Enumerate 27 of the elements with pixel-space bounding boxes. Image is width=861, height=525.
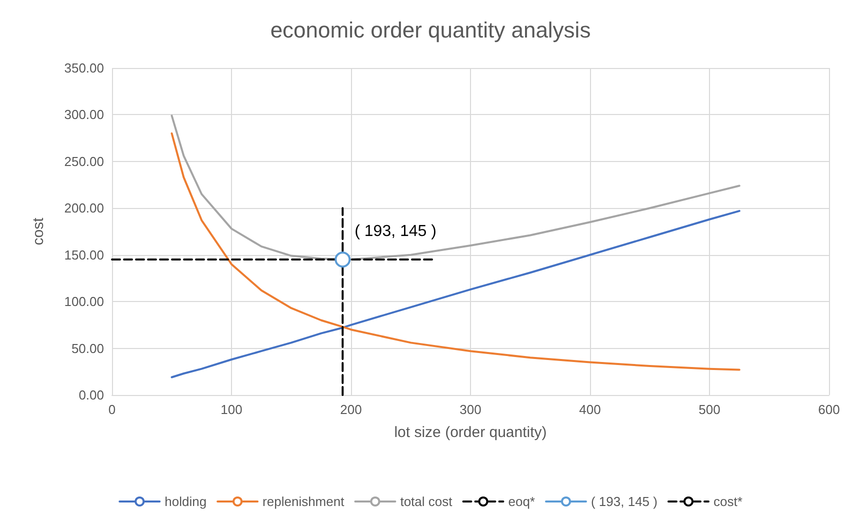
- legend-label: eoq*: [508, 494, 535, 509]
- x-tick-label: 600: [818, 402, 840, 417]
- y-tick-label: 0.00: [78, 388, 104, 402]
- y-axis-title: cost: [30, 216, 47, 246]
- legend-label: holding: [164, 494, 207, 509]
- line-series: [170, 210, 740, 378]
- y-tick-label: 300.00: [64, 107, 104, 122]
- x-tick-label: 0: [108, 402, 116, 417]
- x-tick-label: 500: [698, 402, 720, 417]
- chart-title: economic order quantity analysis: [270, 18, 591, 42]
- line-series: [170, 132, 740, 371]
- legend-label: ( 193, 145 ): [590, 494, 658, 509]
- y-tick-label: 100.00: [64, 294, 104, 310]
- x-tick-label: 400: [579, 402, 601, 417]
- x-tick-label: 200: [340, 402, 362, 417]
- annotation: ( 193, 145 ): [354, 223, 436, 240]
- y-tick-label: 250.00: [64, 154, 104, 169]
- x-axis-title: lot size (order quantity): [394, 424, 547, 441]
- legend-label: cost*: [713, 494, 742, 509]
- x-tick-label: 300: [460, 402, 482, 417]
- y-tick-label: 150.00: [64, 247, 104, 262]
- legend-label: replenishment: [262, 494, 345, 509]
- y-tick-label: 50.00: [71, 340, 104, 356]
- y-tick-label: 350.00: [64, 60, 104, 76]
- x-tick-label: 100: [220, 402, 242, 417]
- y-tick-label: 200.00: [64, 200, 104, 216]
- legend-label: total cost: [400, 494, 453, 509]
